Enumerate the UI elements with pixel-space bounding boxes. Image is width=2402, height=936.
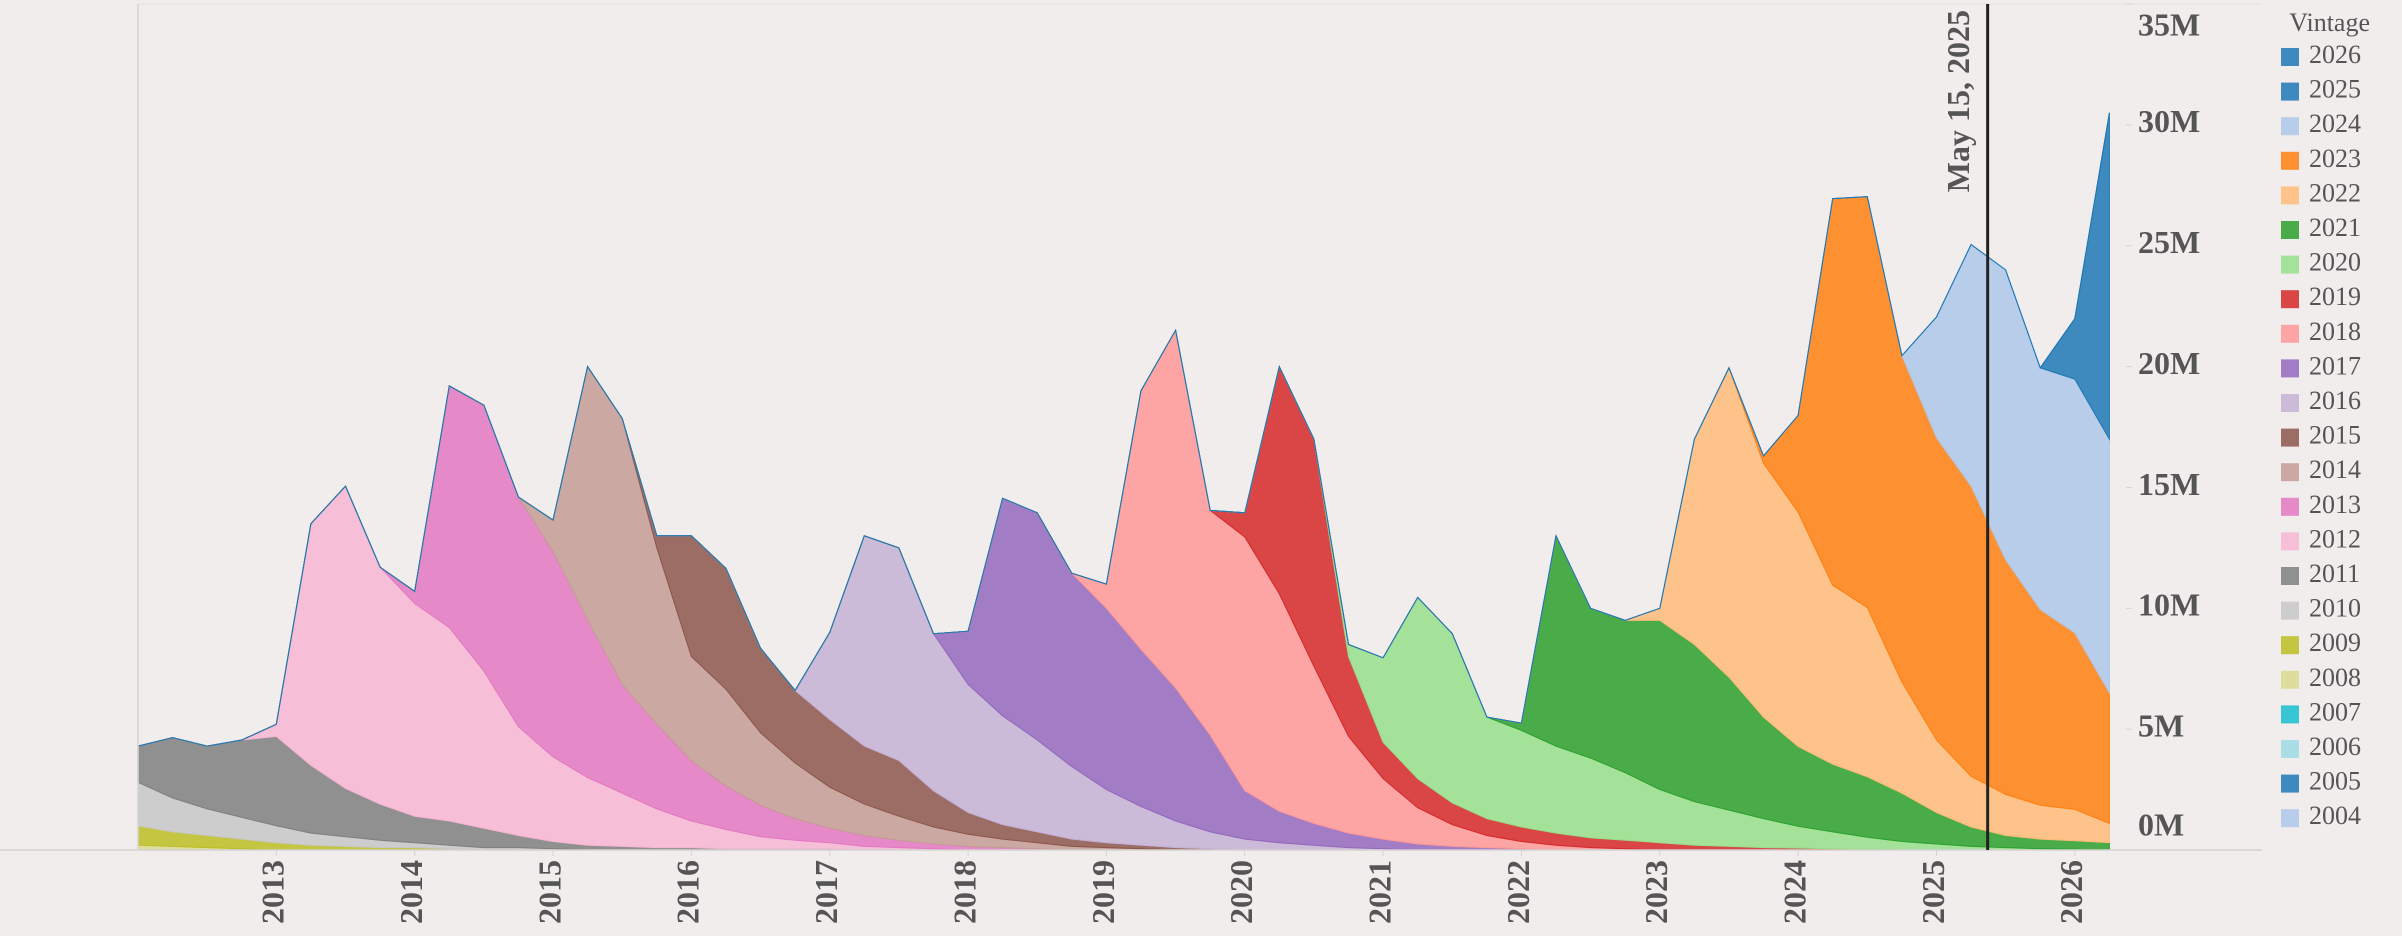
- x-tick-label: 2023: [1638, 860, 1674, 924]
- legend-swatch: [2281, 567, 2299, 585]
- legend-swatch: [2281, 394, 2299, 412]
- legend-label: 2020: [2309, 248, 2361, 277]
- area: [137, 112, 2110, 747]
- legend-swatch: [2281, 255, 2299, 274]
- x-tick-label: 2026: [2053, 860, 2089, 924]
- legend-label: 2013: [2309, 490, 2361, 519]
- legend-swatch: [2281, 48, 2299, 66]
- legend-swatch: [2281, 221, 2299, 239]
- legend-swatch: [2281, 463, 2299, 482]
- x-tick-label: 2020: [1223, 860, 1259, 924]
- x-tick-label: 2013: [255, 860, 291, 924]
- x-tick-label: 2017: [808, 860, 844, 924]
- legend-label: 2021: [2309, 213, 2361, 242]
- y-tick-label: 0M: [2138, 806, 2184, 842]
- legend-swatch: [2281, 428, 2299, 447]
- legend-swatch: [2281, 601, 2299, 620]
- legend-swatch: [2281, 186, 2299, 205]
- y-tick-label: 10M: [2138, 587, 2200, 623]
- legend-label: 2012: [2309, 524, 2361, 553]
- legend-label: 2004: [2309, 801, 2361, 830]
- legend-label: 2010: [2309, 594, 2361, 623]
- legend-swatch: [2281, 324, 2299, 343]
- legend-swatch: [2281, 636, 2299, 655]
- y-tick-label: 35M: [2138, 6, 2200, 42]
- legend-label: 2023: [2309, 144, 2361, 173]
- legend-label: 2017: [2309, 351, 2361, 380]
- reference-label: May 15, 2025: [1940, 10, 1976, 192]
- y-tick-label: 30M: [2138, 103, 2200, 139]
- legend-label: 2009: [2309, 628, 2361, 657]
- x-tick-label: 2015: [531, 860, 567, 924]
- legend-label: 2011: [2309, 559, 2360, 588]
- legend-swatch: [2281, 705, 2299, 724]
- legend-label: 2015: [2309, 421, 2361, 450]
- x-tick-label: 2021: [1361, 860, 1397, 924]
- legend-label: 2006: [2309, 732, 2361, 761]
- legend-swatch: [2281, 497, 2299, 516]
- legend-swatch: [2281, 151, 2299, 170]
- x-tick-label: 2022: [1500, 860, 1536, 924]
- legend-label: 2022: [2309, 178, 2361, 207]
- x-tick-label: 2025: [1915, 860, 1951, 924]
- x-tick-label: 2014: [393, 860, 429, 924]
- x-tick-label: 2019: [1085, 860, 1121, 924]
- legend-swatch: [2281, 670, 2299, 689]
- legend-label: 2024: [2309, 109, 2361, 138]
- legend-swatch: [2281, 117, 2299, 136]
- legend-swatch: [2281, 82, 2299, 101]
- legend-label: 2018: [2309, 317, 2361, 346]
- legend-swatch: [2281, 809, 2299, 828]
- legend-swatch: [2281, 532, 2299, 551]
- legend-swatch: [2281, 290, 2299, 309]
- legend-title: Vintage: [2289, 8, 2370, 37]
- legend-label: 2014: [2309, 455, 2361, 484]
- legend-label: 2019: [2309, 282, 2361, 311]
- legend-label: 2007: [2309, 697, 2361, 726]
- y-tick-label: 15M: [2138, 466, 2200, 502]
- legend-label: 2026: [2309, 40, 2361, 69]
- legend-swatch: [2281, 774, 2299, 793]
- legend-label: 2005: [2309, 767, 2361, 796]
- y-tick-label: 5M: [2138, 707, 2184, 743]
- x-tick-label: 2016: [670, 860, 706, 924]
- legend-label: 2008: [2309, 663, 2361, 692]
- x-tick-label: 2024: [1776, 860, 1812, 924]
- y-tick-label: 20M: [2138, 345, 2200, 381]
- legend-label: 2025: [2309, 75, 2361, 104]
- x-tick-label: 2018: [946, 860, 982, 924]
- legend-swatch: [2281, 740, 2299, 758]
- y-tick-label: 25M: [2138, 224, 2200, 260]
- legend-swatch: [2281, 359, 2299, 378]
- legend-label: 2016: [2309, 386, 2361, 415]
